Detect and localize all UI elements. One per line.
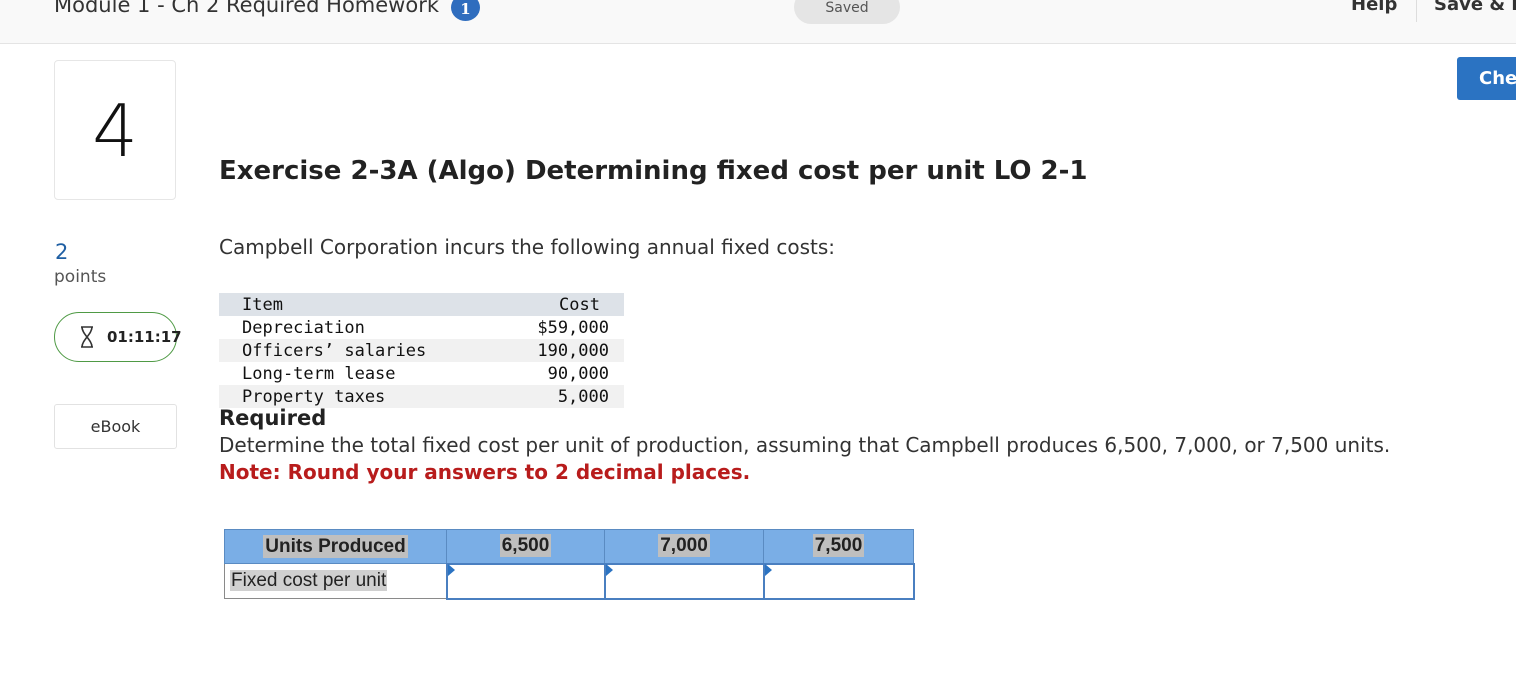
- answer-header-row: Units Produced 6,500 7,000 7,500: [224, 529, 914, 564]
- row-cost: 5,000: [557, 386, 609, 407]
- answer-input-7000[interactable]: [605, 565, 763, 597]
- save-exit-button[interactable]: Save & E: [1434, 0, 1516, 15]
- cost-table: Item Cost Depreciation $59,000 Officers’…: [219, 293, 624, 408]
- answer-cell[interactable]: [445, 562, 606, 600]
- table-row: Depreciation $59,000: [219, 316, 624, 339]
- module-title: Module 1 - Ch 2 Required Homework: [54, 0, 439, 17]
- row-cost: 190,000: [537, 340, 609, 361]
- answer-input-6500[interactable]: [447, 565, 604, 597]
- column-header-label: 7,500: [812, 534, 865, 558]
- fixed-cost-label: Fixed cost per unit: [230, 570, 388, 591]
- column-header: 7,500: [763, 529, 914, 564]
- table-row: Long-term lease 90,000: [219, 362, 624, 385]
- ebook-button[interactable]: eBook: [54, 404, 177, 449]
- row-cost: 90,000: [547, 363, 609, 384]
- row-item: Officers’ salaries: [242, 340, 427, 361]
- check-my-work-button[interactable]: Che: [1457, 57, 1516, 100]
- answer-cell[interactable]: [762, 562, 915, 600]
- points-label: points: [54, 267, 107, 287]
- instruction-text: Determine the total fixed cost per unit …: [219, 433, 1391, 457]
- header-cost: Cost: [559, 294, 600, 315]
- column-header: 7,000: [604, 529, 764, 564]
- top-bar: Module 1 - Ch 2 Required Homework 1 Save…: [0, 0, 1516, 44]
- units-produced-label: Units Produced: [263, 534, 408, 558]
- rounding-note: Note: Round your answers to 2 decimal pl…: [219, 460, 751, 484]
- row-item: Depreciation: [242, 317, 365, 338]
- question-intro: Campbell Corporation incurs the followin…: [219, 235, 836, 259]
- cost-table-header: Item Cost: [219, 293, 624, 316]
- answer-input-7500[interactable]: [764, 565, 913, 597]
- info-badge[interactable]: 1: [451, 0, 480, 21]
- answer-table: Units Produced 6,500 7,000 7,500 Fixed c…: [224, 529, 915, 600]
- cell-marker-icon: [605, 563, 613, 576]
- topbar-divider: [1416, 0, 1417, 22]
- column-header-label: 6,500: [499, 534, 552, 558]
- header-item: Item: [242, 294, 283, 315]
- cell-marker-icon: [764, 563, 772, 576]
- row-item: Long-term lease: [242, 363, 396, 384]
- table-row: Officers’ salaries 190,000: [219, 339, 624, 362]
- timer-text: 01:11:17: [107, 328, 182, 346]
- row-label: Fixed cost per unit: [224, 563, 447, 599]
- exercise-title: Exercise 2-3A (Algo) Determining fixed c…: [219, 156, 1088, 186]
- units-produced-header: Units Produced: [224, 529, 447, 564]
- timer: 01:11:17: [54, 312, 182, 362]
- help-button[interactable]: Help: [1351, 0, 1398, 15]
- row-item: Property taxes: [242, 386, 386, 407]
- table-row: Property taxes 5,000: [219, 385, 624, 408]
- hourglass-icon: [81, 326, 93, 348]
- column-header: 6,500: [446, 529, 605, 564]
- column-header-label: 7,000: [658, 534, 710, 558]
- saved-status: Saved: [794, 0, 900, 24]
- answer-row: Fixed cost per unit: [224, 562, 915, 600]
- row-cost: $59,000: [537, 317, 609, 338]
- answer-cell[interactable]: [603, 562, 765, 600]
- points-value: 2: [55, 240, 69, 264]
- required-heading: Required: [219, 406, 327, 430]
- question-number: 4: [54, 60, 176, 200]
- cell-marker-icon: [447, 563, 455, 576]
